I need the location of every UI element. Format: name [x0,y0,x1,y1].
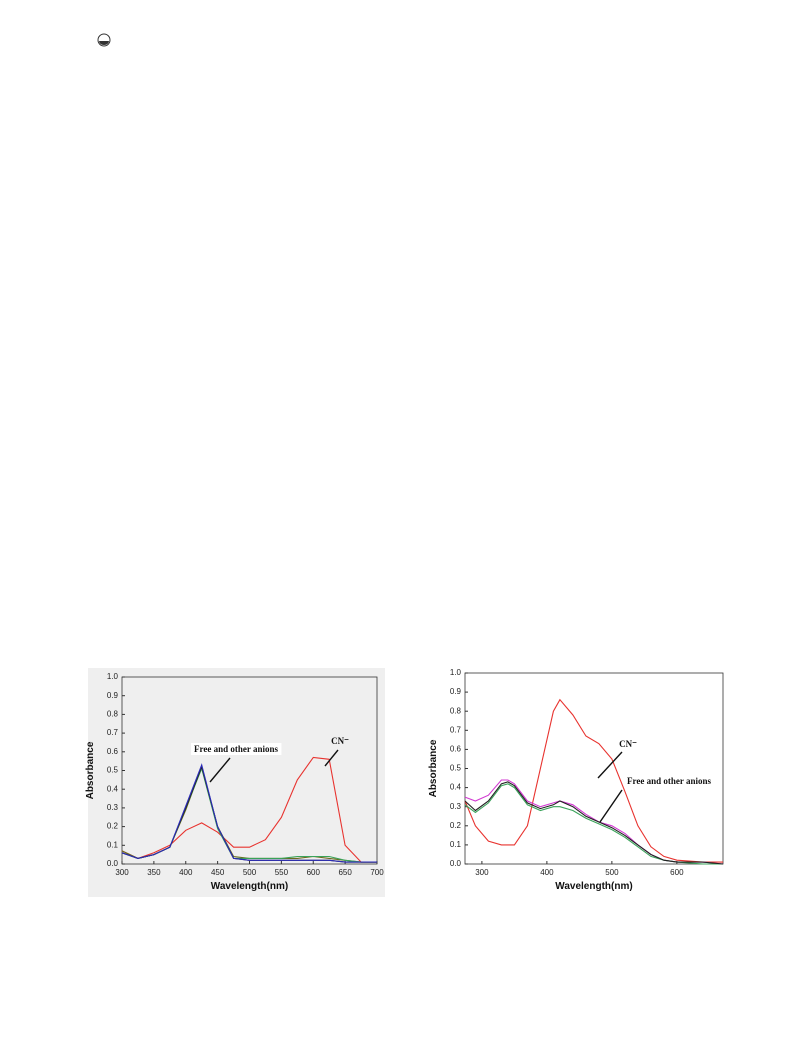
y-tick-label: 1.0 [107,672,119,681]
data-line [464,783,723,865]
x-tick-label: 450 [211,868,225,877]
x-tick-label: 400 [179,868,193,877]
y-tick-label: 0.3 [450,802,462,811]
y-tick-label: 0.8 [107,710,119,719]
y-tick-label: 0.5 [107,766,119,775]
y-tick-label: 0.6 [450,745,462,754]
x-tick-label: 700 [370,868,384,877]
annotation-box [191,743,282,755]
data-line [464,698,723,863]
annotation-arrow [324,749,339,767]
annotation-arrow [209,757,231,783]
y-tick-label: 0.4 [450,783,462,792]
annotation: CN⁻ [331,736,349,746]
y-axis-title: Absorbance [428,739,439,797]
y-tick-label: 0.8 [450,706,462,715]
logo-icon [97,33,111,47]
y-tick-label: 0.0 [107,859,119,868]
y-tick-label: 0.4 [107,784,119,793]
x-tick-label: 400 [540,868,554,877]
y-tick-label: 1.0 [450,668,462,677]
data-line [121,763,377,863]
x-tick-label: 600 [670,868,684,877]
annotation: Free and other anions [194,744,278,754]
y-axis-title: Absorbance [85,741,96,799]
y-tick-label: 0.1 [107,840,119,849]
chart-background [88,668,385,897]
y-tick-label: 0.3 [107,803,119,812]
y-tick-label: 0.6 [107,747,119,756]
x-tick-label: 300 [115,868,129,877]
x-tick-label: 600 [307,868,321,877]
x-tick-label: 500 [243,868,257,877]
annotation-arrow [597,751,623,779]
x-tick-label: 650 [338,868,352,877]
annotation-arrow [599,789,623,823]
y-tick-label: 0.2 [450,821,462,830]
annotation: Free and other anions [627,776,711,786]
y-tick-label: 0.7 [450,725,462,734]
x-tick-label: 550 [275,868,289,877]
x-axis-title: Wavelength(nm) [211,881,288,892]
plot-frame [464,672,724,865]
y-tick-label: 0.2 [107,822,119,831]
x-axis-title: Wavelength(nm) [555,881,632,892]
annotation: CN⁻ [619,739,637,749]
y-tick-label: 0.9 [450,687,462,696]
logo-icon-fill [99,41,109,45]
x-tick-label: 300 [475,868,489,877]
data-line [121,756,377,863]
data-line [464,781,724,865]
y-tick-label: 0.7 [107,728,119,737]
y-tick-label: 0.5 [450,764,462,773]
y-tick-label: 0.9 [107,691,119,700]
x-tick-label: 500 [605,868,619,877]
y-tick-label: 0.0 [450,859,462,868]
x-tick-label: 350 [147,868,161,877]
y-tick-label: 0.1 [450,840,462,849]
